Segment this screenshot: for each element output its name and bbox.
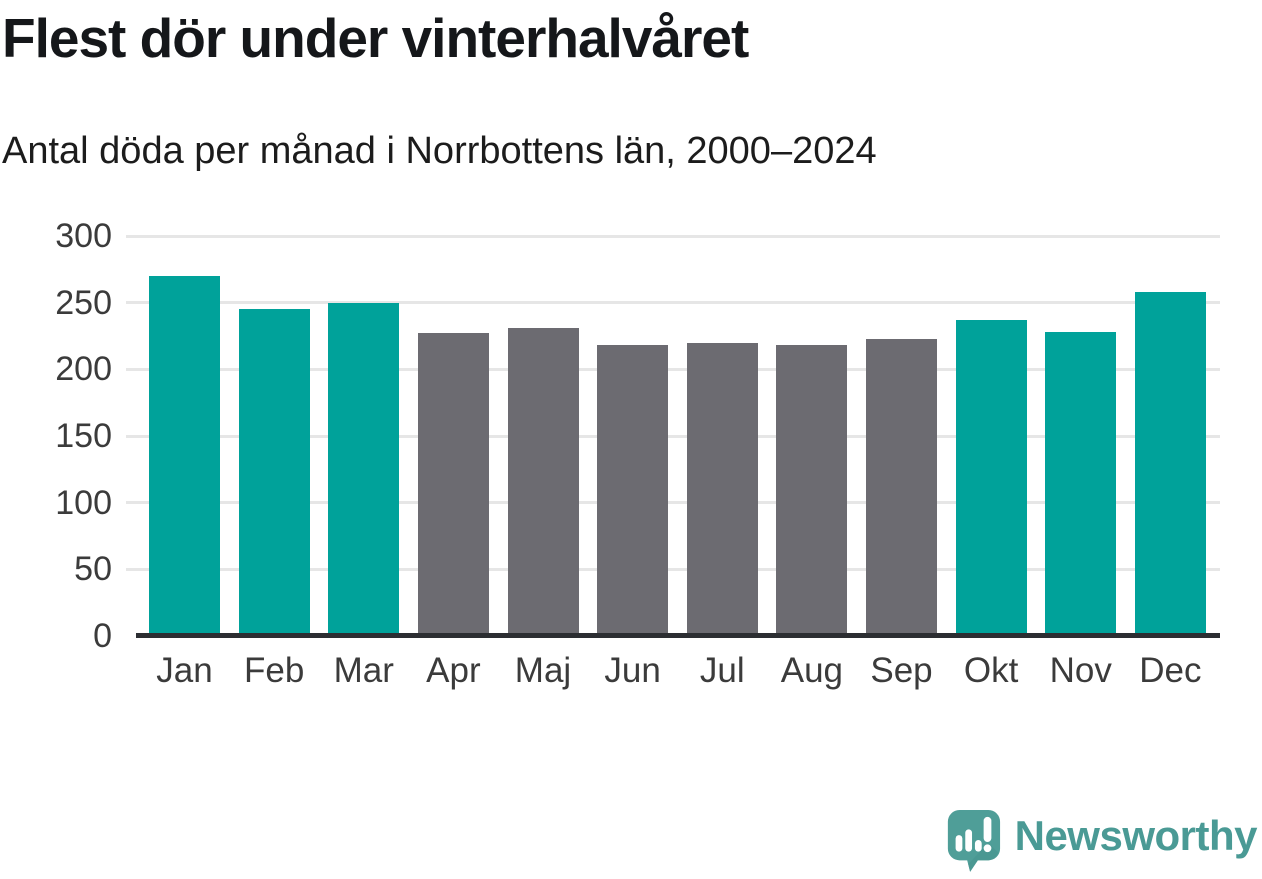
newsworthy-logo: Newsworthy (944, 808, 1258, 873)
bar-aug (776, 345, 848, 636)
bars-container: Jan Feb Mar Apr Maj Jun Jul Aug Sep Okt … (149, 236, 1206, 690)
x-axis-tick-label: Mar (333, 651, 394, 690)
bar-column: Jan (149, 236, 220, 690)
x-axis-line (136, 633, 1220, 638)
plot-area: Jan Feb Mar Apr Maj Jun Jul Aug Sep Okt … (126, 234, 1220, 690)
x-axis-tick-label: Feb (243, 651, 305, 690)
gridline (126, 567, 1220, 571)
logo-bar-3 (974, 840, 982, 852)
bar-jul (686, 342, 758, 636)
y-axis-tick-label: 250 (55, 283, 112, 322)
bar-maj (507, 328, 579, 636)
bar-column: Jun (597, 236, 669, 690)
bar-column: Mar (328, 236, 400, 690)
gridline (126, 301, 1220, 305)
logo-bar-1 (955, 835, 962, 852)
y-axis-tick-label: 300 (55, 217, 112, 255)
bar-column: Nov (1045, 236, 1117, 690)
x-axis-tick-label: Dec (1139, 651, 1202, 690)
y-axis-tick-label: 0 (93, 617, 112, 655)
bar-dec (1134, 292, 1206, 636)
gridline (126, 434, 1220, 438)
bar-column: Apr (417, 236, 489, 690)
y-axis-tick-label: 150 (55, 417, 112, 455)
newsworthy-logo-icon (947, 810, 1000, 872)
bar-feb (238, 309, 310, 636)
newsworthy-wordmark: Newsworthy (1014, 811, 1258, 859)
x-axis-tick-label: Maj (514, 651, 572, 690)
y-axis-tick-label: 200 (55, 350, 112, 389)
gridline (126, 501, 1220, 505)
bar-chart: 0 50 100 150 200 250 300 Jan Feb Mar Apr Maj J… (0, 217, 1262, 706)
y-axis: 0 50 100 150 200 250 300 (0, 217, 112, 655)
x-axis-tick-label: Jul (699, 651, 745, 690)
chart-title: Flest dör under vinterhalvåret (2, 7, 749, 69)
x-axis-tick-label: Apr (426, 651, 481, 690)
logo-exclamation-bar (983, 816, 991, 842)
bar-okt (955, 320, 1027, 636)
bar-apr (417, 333, 489, 636)
bar-column: Sep (866, 236, 937, 690)
bar-jun (597, 345, 669, 636)
bar-column: Aug (776, 236, 848, 690)
gridline (126, 234, 1220, 238)
bar-column: Feb (238, 236, 310, 690)
bar-nov (1045, 332, 1117, 636)
x-axis-tick-label: Jan (156, 651, 213, 690)
logo-bar-2 (964, 829, 972, 852)
gridline (126, 367, 1220, 371)
y-axis-tick-label: 50 (74, 550, 112, 589)
bar-sep (866, 338, 937, 636)
logo-exclamation-dot (983, 844, 991, 853)
bar-mar (328, 302, 400, 636)
x-axis-tick-label: Nov (1049, 651, 1112, 690)
bar-column: Maj (507, 236, 579, 690)
bar-jan (149, 276, 220, 636)
chart-subtitle: Antal döda per månad i Norrbottens län, … (2, 130, 877, 172)
bar-column: Okt (955, 236, 1027, 690)
x-axis-tick-label: Jun (604, 651, 661, 690)
x-axis-tick-label: Aug (780, 651, 844, 690)
x-axis-tick-label: Sep (870, 651, 933, 690)
bar-column: Jul (686, 236, 758, 690)
x-axis-tick-label: Okt (963, 651, 1019, 690)
y-axis-tick-label: 100 (55, 483, 112, 522)
bar-column: Dec (1134, 236, 1206, 690)
